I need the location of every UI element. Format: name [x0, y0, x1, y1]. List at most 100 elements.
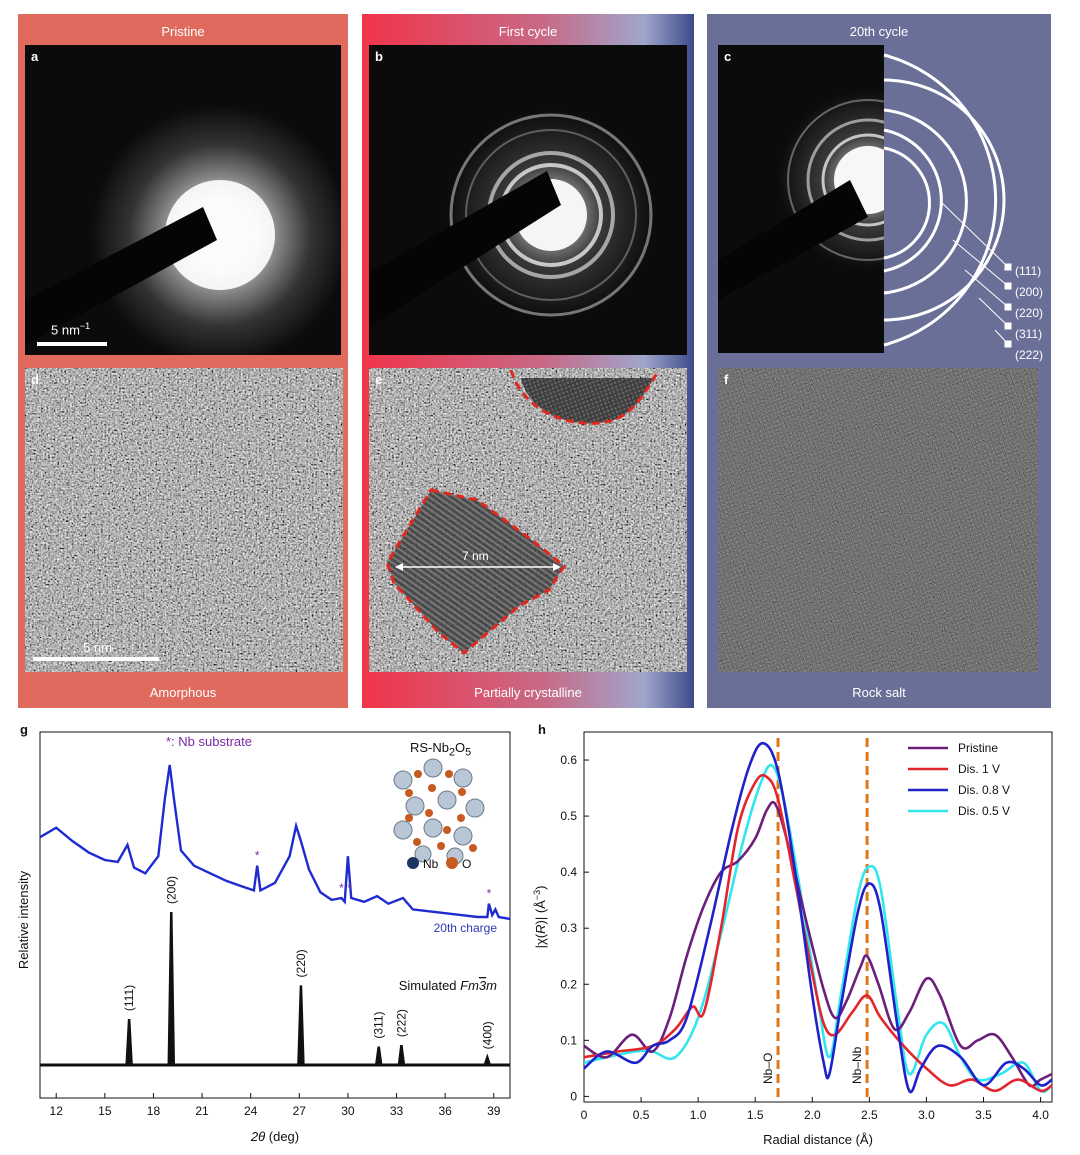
x-tick-label: 36 — [438, 1104, 452, 1118]
hrtem-image-first-cycle: e 7 nm — [369, 368, 687, 672]
o-atom-icon — [446, 857, 458, 869]
substrate-peak-marker: * — [487, 887, 492, 901]
x-tick-label: 3.0 — [918, 1108, 935, 1122]
y-tick-label: 0.4 — [560, 865, 577, 879]
xrd-chart: 12 15 18 21 24 27 30 33 36 39 2θ (deg) Relative int… — [16, 731, 511, 1144]
bond-label: Nb–O — [761, 1053, 775, 1084]
peak-index-label: (200) — [164, 876, 178, 904]
simulated-peak — [483, 1053, 492, 1067]
x-tick-label: 2.5 — [861, 1108, 878, 1122]
series-dis-0-8-v — [583, 741, 1053, 1094]
panel-label-e: e — [375, 372, 383, 387]
saed-pattern-pristine: a 5 nm−1 — [25, 45, 341, 355]
panel-label-h: h — [538, 722, 546, 737]
peak-index-label: (222) — [394, 1009, 408, 1037]
plot-frame — [583, 731, 1053, 1103]
x-tick-label: 39 — [487, 1104, 501, 1118]
panel-label-b: b — [375, 49, 383, 64]
x-tick-label: 33 — [390, 1104, 404, 1118]
ring-label-220: (220) — [1015, 306, 1043, 320]
series-label-simulated: Simulated Fm3m — [399, 978, 497, 993]
column-caption-partially-crystalline: Partially crystalline — [474, 685, 582, 700]
y-tick-label: 0.5 — [560, 809, 577, 823]
peak-index-label: (111) — [122, 985, 136, 1011]
bond-label: Nb–Nb — [850, 1046, 864, 1084]
column-caption-rock-salt: Rock salt — [852, 685, 906, 700]
ring-label-222: (222) — [1015, 348, 1043, 362]
diffraction-ring-overlay: (111) (200) (220) (311) (222) — [883, 53, 1043, 362]
panel-label-a: a — [31, 49, 39, 64]
hrtem-image-pristine: d 5 nm — [25, 368, 343, 672]
panel-label-f: f — [724, 372, 729, 387]
grain-size-label: 7 nm — [462, 549, 489, 563]
series-dis-1-v — [583, 773, 1053, 1093]
hrtem-image-20th-cycle: f — [718, 368, 1038, 672]
exafs-chart: 0 0.5 1.0 1.5 2.0 2.5 3.0 3.5 4.0 0 0.1 0.2 0.3 0.4 0.… — [532, 731, 1053, 1147]
y-axis-label: |χ(R)| (Å−3) — [532, 886, 548, 949]
peak-index-label: (400) — [480, 1021, 494, 1049]
legend-label: Dis. 0.5 V — [958, 804, 1010, 818]
x-tick-label: 0 — [581, 1108, 588, 1122]
panel-label-c: c — [724, 49, 732, 64]
substrate-peak-marker: * — [339, 881, 344, 895]
saed-pattern-first-cycle: b — [369, 45, 687, 355]
column-title-pristine: Pristine — [161, 24, 205, 39]
y-axis-label: Relative intensity — [16, 870, 31, 969]
y-tick-label: 0.2 — [560, 977, 577, 991]
scale-bar-label: 5 nm — [83, 640, 112, 655]
legend-label: Dis. 0.8 V — [958, 783, 1010, 797]
x-tick-label: 12 — [50, 1104, 64, 1118]
simulated-peak — [397, 1044, 406, 1067]
series-20th-charge — [39, 764, 511, 921]
x-tick-label: 1.0 — [690, 1108, 707, 1122]
peak-index-label: (311) — [372, 1012, 386, 1039]
substrate-peak-marker: * — [255, 849, 260, 863]
substrate-peak-marker: * — [347, 881, 352, 895]
x-tick-label: 2.0 — [804, 1108, 821, 1122]
x-axis-label: 2θ (deg) — [250, 1129, 299, 1144]
series-label-20th-charge: 20th charge — [434, 921, 498, 935]
x-tick-label: 21 — [195, 1104, 209, 1118]
x-tick-label: 1.5 — [747, 1108, 764, 1122]
svg-text:Nb: Nb — [423, 857, 439, 871]
legend-label: Pristine — [958, 741, 998, 755]
x-tick-label: 18 — [147, 1104, 161, 1118]
simulated-peak — [297, 985, 305, 1067]
nb-atom-icon — [407, 857, 419, 869]
x-axis-label: Radial distance (Å) — [763, 1132, 873, 1147]
x-tick-label: 4.0 — [1032, 1108, 1049, 1122]
x-tick-label: 3.5 — [975, 1108, 992, 1122]
column-title-first-cycle: First cycle — [498, 24, 558, 39]
column-title-20th-cycle: 20th cycle — [849, 24, 909, 39]
substrate-note: *: Nb substrate — [166, 734, 252, 749]
peak-index-label: (220) — [294, 949, 308, 977]
svg-text:O: O — [462, 857, 471, 871]
panel-label-g: g — [20, 722, 28, 737]
structure-legend: Nb O — [407, 857, 471, 871]
simulated-peak — [374, 1046, 383, 1067]
scale-bar-label: 5 nm−1 — [51, 321, 91, 338]
y-tick-label: 0.1 — [560, 1033, 577, 1047]
saed-pattern-20th-cycle: c — [718, 45, 884, 353]
panel-label-d: d — [31, 372, 39, 387]
series-pristine — [583, 800, 1053, 1088]
y-tick-label: 0.3 — [560, 921, 577, 935]
ring-label-311: (311) — [1015, 327, 1042, 341]
simulated-peak — [167, 911, 176, 1067]
y-tick-label: 0 — [570, 1089, 577, 1103]
x-tick-label: 24 — [244, 1104, 258, 1118]
x-tick-label: 15 — [98, 1104, 112, 1118]
plot-frame — [39, 731, 511, 1099]
y-tick-label: 0.6 — [560, 753, 577, 767]
column-caption-amorphous: Amorphous — [149, 685, 217, 700]
structure-label: RS-Nb2O5 — [410, 740, 472, 759]
x-tick-label: 0.5 — [633, 1108, 650, 1122]
ring-label-200: (200) — [1015, 285, 1043, 299]
x-tick-label: 30 — [341, 1104, 355, 1118]
ring-label-111: (111) — [1015, 264, 1041, 278]
scale-bar — [33, 657, 159, 661]
scale-bar — [37, 342, 107, 346]
legend-label: Dis. 1 V — [958, 762, 1000, 776]
simulated-peak — [125, 1019, 133, 1067]
x-tick-label: 27 — [293, 1104, 307, 1118]
